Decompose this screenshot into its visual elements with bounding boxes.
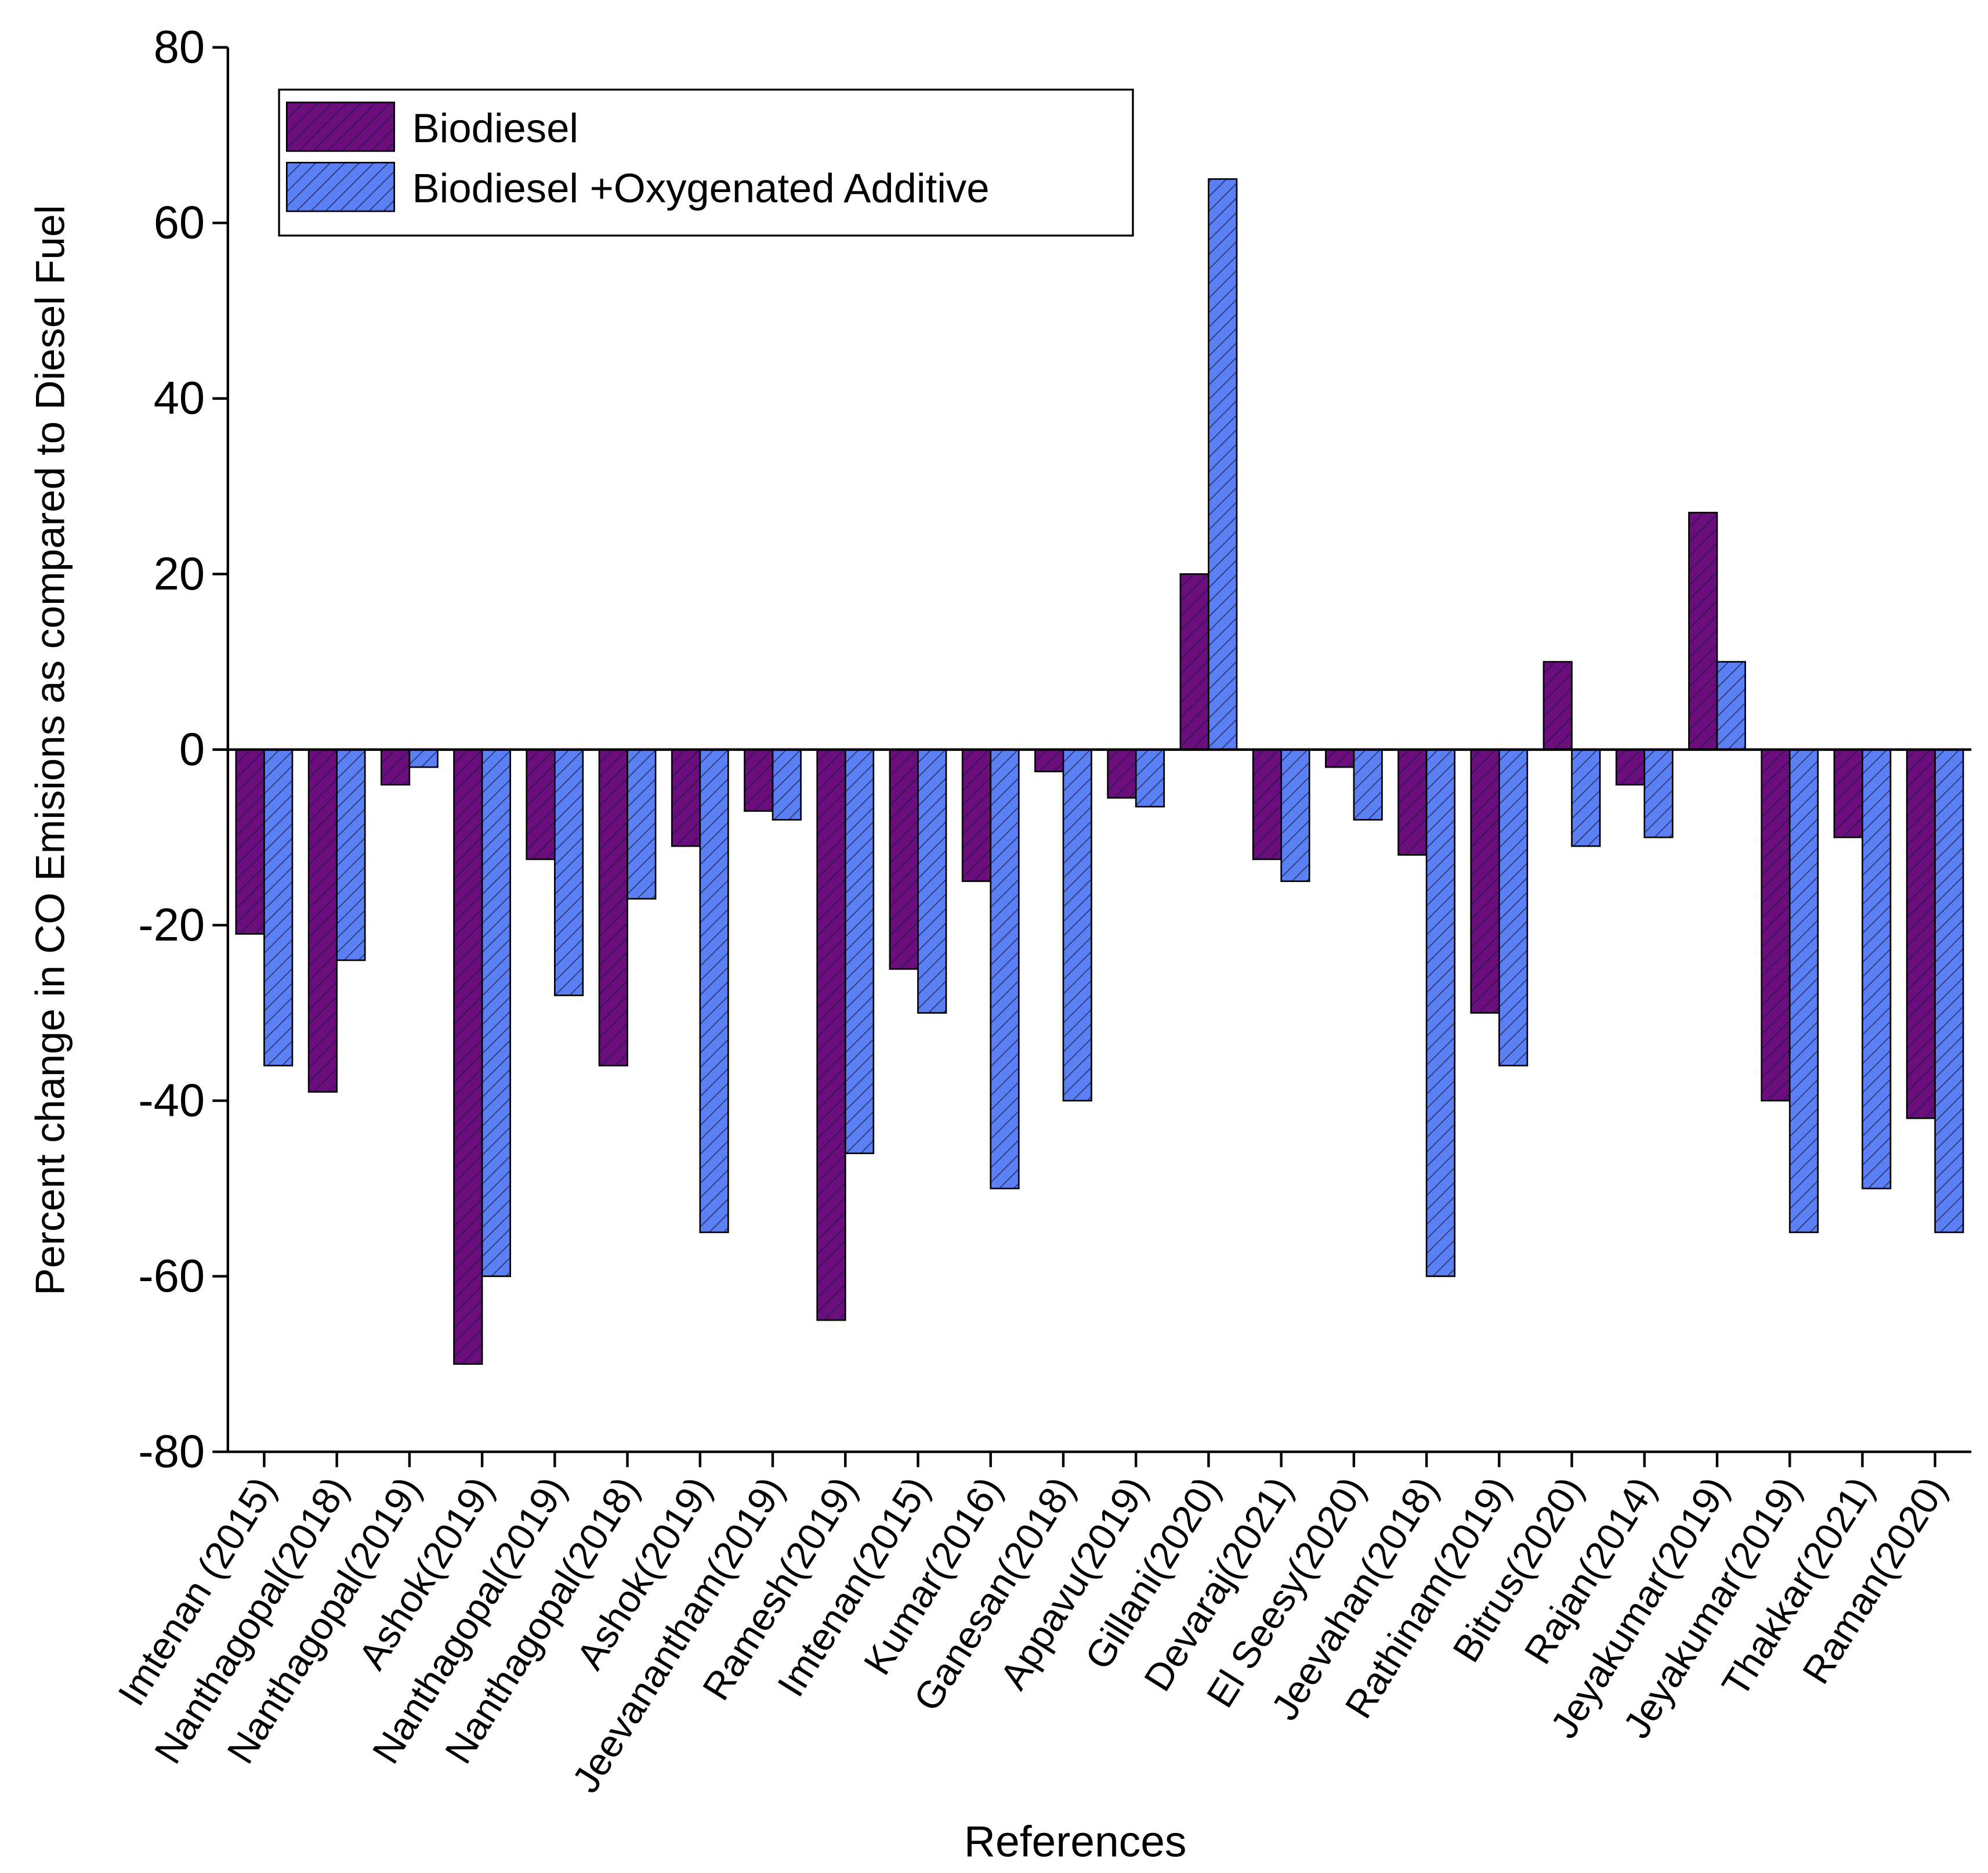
bar bbox=[1034, 749, 1064, 773]
bar bbox=[1062, 749, 1092, 1102]
bar bbox=[336, 749, 366, 961]
bar bbox=[1425, 749, 1455, 1277]
bar bbox=[1353, 749, 1383, 821]
bar bbox=[816, 749, 846, 1321]
bar bbox=[263, 749, 294, 1066]
bar bbox=[554, 749, 584, 996]
legend-box bbox=[278, 88, 1134, 237]
bar bbox=[889, 749, 919, 970]
bar bbox=[1788, 749, 1819, 1234]
bar bbox=[990, 749, 1020, 1189]
bar bbox=[1862, 749, 1892, 1189]
y-tick-label: 80 bbox=[154, 21, 205, 73]
bar bbox=[1542, 661, 1573, 751]
bar bbox=[1324, 749, 1355, 768]
y-tick-label: -80 bbox=[138, 1426, 205, 1477]
legend-swatch bbox=[285, 161, 395, 212]
bar bbox=[307, 749, 338, 1093]
bar bbox=[598, 749, 628, 1066]
bar bbox=[1688, 512, 1718, 751]
bar bbox=[627, 749, 657, 900]
y-tick-label: -60 bbox=[138, 1250, 205, 1301]
bar bbox=[1498, 749, 1529, 1066]
legend: Biodiesel Biodiesel +Oxygenated Additive bbox=[278, 88, 1134, 237]
bar bbox=[1571, 749, 1601, 847]
y-tick-label: -40 bbox=[138, 1074, 205, 1126]
legend-label: Biodiesel bbox=[412, 105, 579, 151]
bar bbox=[844, 749, 875, 1155]
bar bbox=[772, 749, 802, 821]
bar bbox=[1934, 749, 1964, 1234]
bar bbox=[1107, 749, 1137, 799]
legend-swatch bbox=[285, 102, 395, 152]
y-tick-label: 40 bbox=[154, 372, 205, 424]
bar bbox=[961, 749, 992, 883]
bar bbox=[744, 749, 774, 812]
bar bbox=[1179, 573, 1210, 751]
bar bbox=[917, 749, 947, 1014]
x-axis-title: References bbox=[964, 1817, 1187, 1865]
y-tick-label: 0 bbox=[179, 723, 205, 775]
bar bbox=[1397, 749, 1428, 856]
bar bbox=[699, 749, 729, 1234]
bar bbox=[1252, 749, 1282, 860]
bar bbox=[1906, 749, 1936, 1119]
bar bbox=[1615, 749, 1646, 786]
bar bbox=[1208, 178, 1238, 751]
bar bbox=[1833, 749, 1863, 838]
bar bbox=[526, 749, 556, 860]
y-axis-title: Percent change in CO Emisions as compare… bbox=[27, 205, 73, 1295]
bar bbox=[408, 749, 439, 768]
bar bbox=[235, 749, 265, 935]
bar bbox=[1643, 749, 1674, 838]
bar bbox=[1761, 749, 1791, 1102]
bar bbox=[1716, 661, 1746, 751]
bar bbox=[1470, 749, 1500, 1014]
y-tick-label: 60 bbox=[154, 197, 205, 248]
bar bbox=[380, 749, 411, 786]
bar bbox=[453, 749, 483, 1365]
bar bbox=[481, 749, 511, 1277]
y-tick-label: 20 bbox=[154, 548, 205, 599]
bar bbox=[1135, 749, 1165, 808]
y-tick-label: -20 bbox=[138, 899, 205, 950]
bar bbox=[1280, 749, 1310, 883]
legend-label: Biodiesel +Oxygenated Additive bbox=[412, 165, 990, 211]
bar bbox=[671, 749, 701, 847]
